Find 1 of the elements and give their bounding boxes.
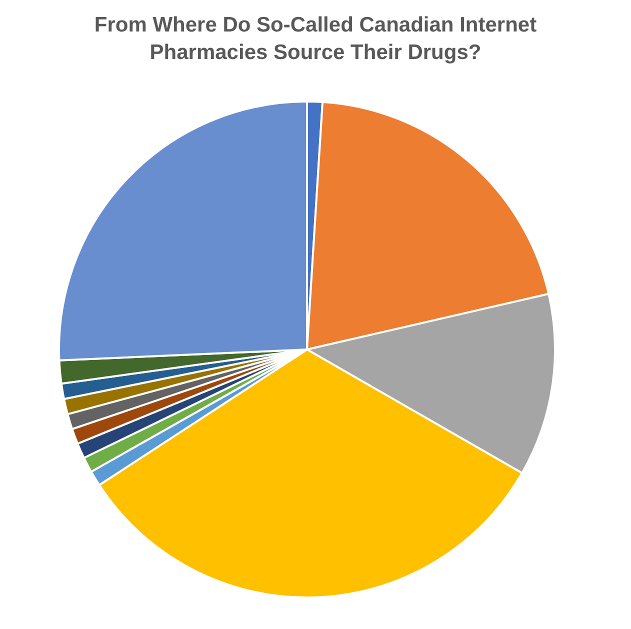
chart-title: From Where Do So-Called Canadian Internet Pharmacies Source Their Drugs? [94,13,537,64]
